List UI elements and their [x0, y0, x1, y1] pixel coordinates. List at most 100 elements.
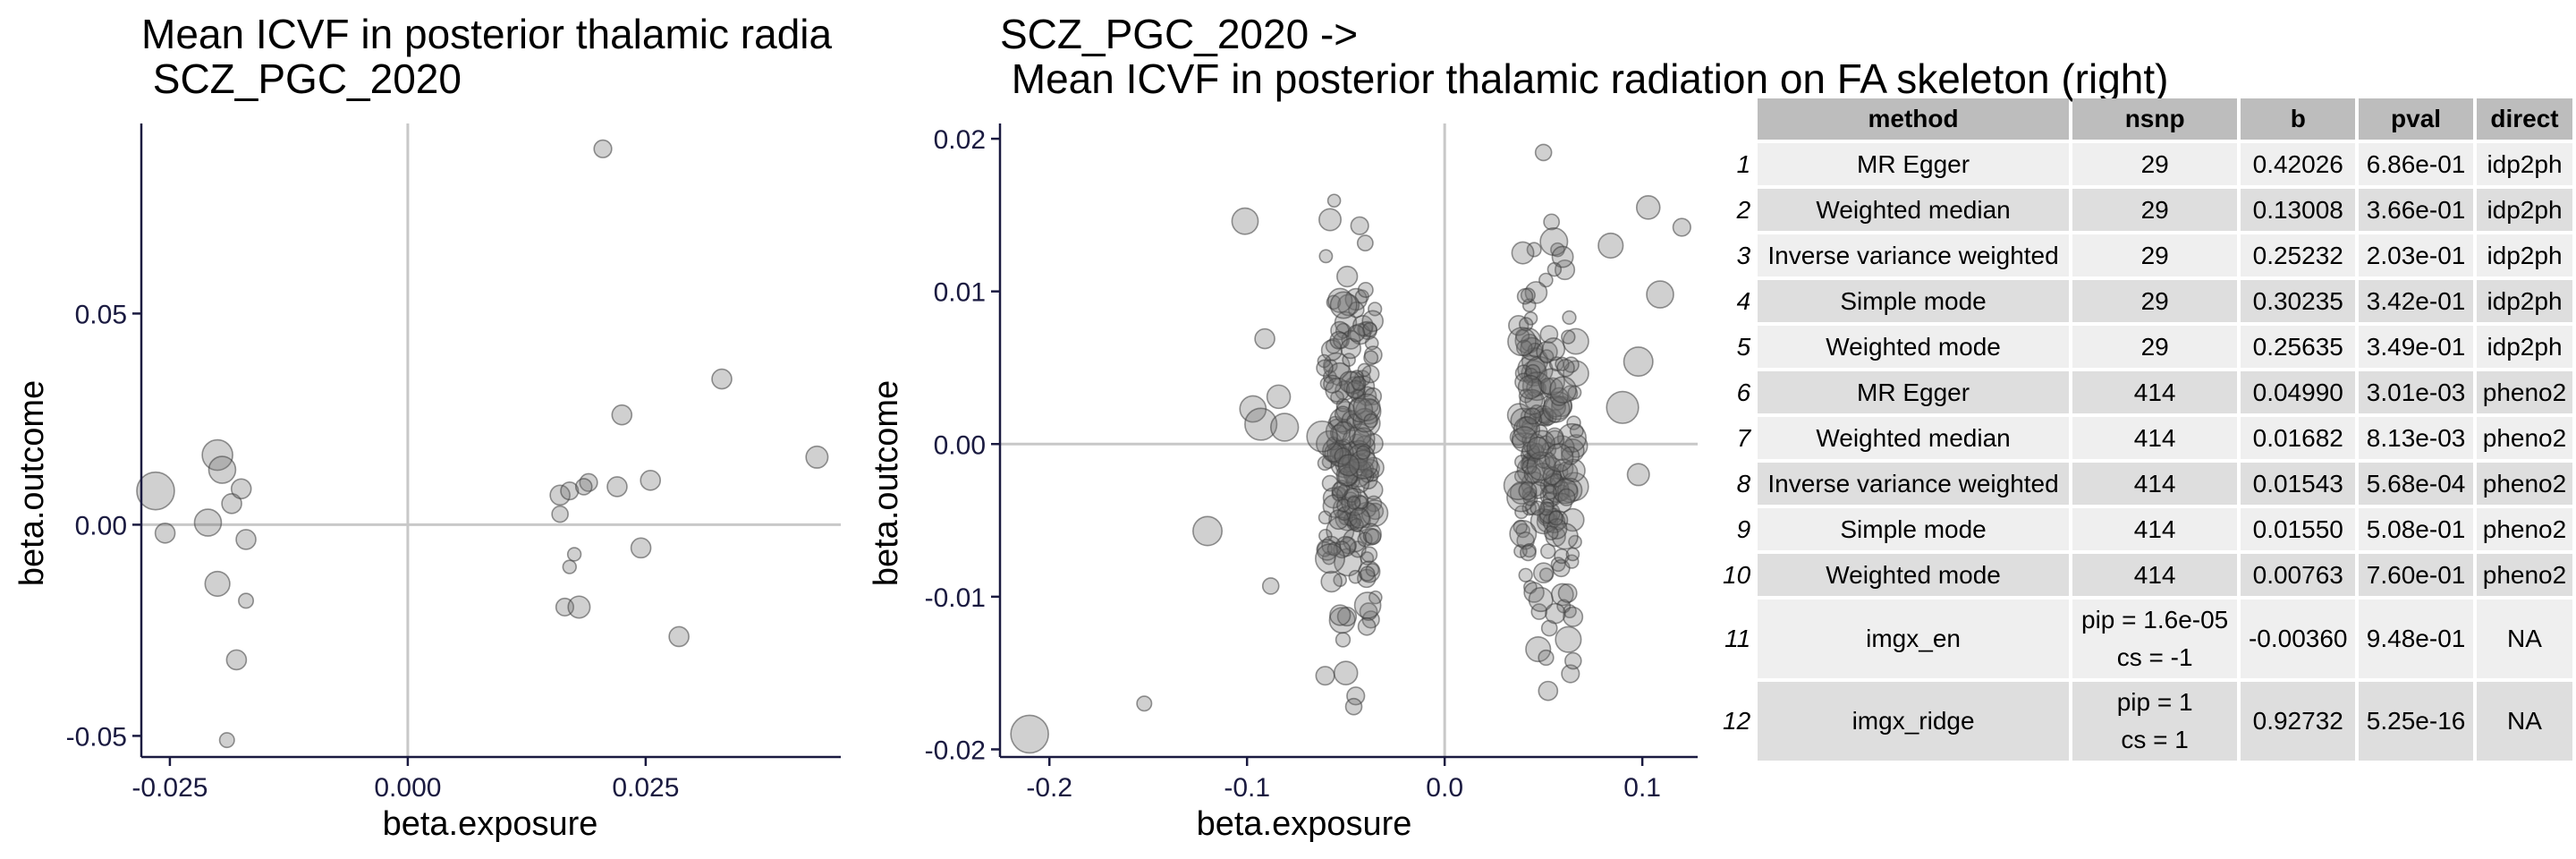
data-point — [1363, 350, 1379, 366]
data-point — [1542, 484, 1557, 500]
data-point — [562, 559, 577, 574]
data-point — [1563, 606, 1584, 627]
table-cell-method: Inverse variance weighted — [1758, 234, 2069, 276]
table-row-id: 4 — [1717, 280, 1755, 322]
data-point — [1538, 680, 1559, 702]
p1-x-tick-label: -0.025 — [131, 773, 208, 803]
p2-x-tick-label: -0.1 — [1224, 773, 1270, 803]
data-point — [1539, 226, 1569, 257]
data-point — [1329, 291, 1358, 319]
data-point — [1635, 195, 1661, 220]
data-point — [1532, 562, 1555, 584]
data-point — [1351, 376, 1367, 391]
data-point — [1266, 384, 1292, 410]
data-point — [1329, 604, 1352, 626]
table-cell-b: 0.01682 — [2241, 417, 2356, 459]
data-point — [1355, 445, 1371, 460]
table-cell-direct: NA — [2476, 600, 2572, 678]
table-cell-b: 0.42026 — [2241, 143, 2356, 185]
table-cell-b: 0.25635 — [2241, 326, 2356, 368]
data-point — [1336, 265, 1359, 288]
data-point — [1368, 590, 1383, 605]
data-point — [1562, 310, 1577, 326]
data-point — [1357, 617, 1377, 636]
p1-y-tick-label: -0.05 — [66, 722, 127, 752]
data-point — [1328, 509, 1350, 531]
data-point — [1329, 330, 1349, 350]
p1-x-tick-label: 0.000 — [374, 773, 441, 803]
table-cell-b: 0.25232 — [2241, 234, 2356, 276]
data-point — [1556, 358, 1575, 378]
table-cell-nsnp: 414 — [2072, 371, 2238, 413]
data-point — [1520, 544, 1537, 562]
data-point — [1261, 577, 1280, 595]
table-cell-nsnp: pip = 1.6e-05 cs = -1 — [2072, 600, 2238, 678]
data-point — [1318, 208, 1343, 232]
table-cell-nsnp: 29 — [2072, 234, 2238, 276]
plot1-reference-lines — [141, 123, 841, 757]
data-point — [1358, 560, 1381, 583]
p2-x-tick-label: -0.2 — [1026, 773, 1072, 803]
table-cell-b: 0.92732 — [2241, 682, 2356, 761]
data-point — [1544, 525, 1559, 540]
data-point — [1567, 385, 1582, 400]
table-cell-pval: 3.66e-01 — [2359, 189, 2473, 231]
data-point — [1010, 714, 1049, 754]
table-cell-direct: pheno2 — [2476, 508, 2572, 550]
table-cell-nsnp: 414 — [2072, 463, 2238, 505]
data-point — [1526, 436, 1550, 460]
table-cell-direct: idp2ph — [2476, 234, 2572, 276]
table-cell-nsnp-line: cs = 1 — [2121, 726, 2189, 753]
data-point — [1539, 543, 1556, 559]
table-cell-nsnp: 29 — [2072, 189, 2238, 231]
mr-results-table: method nsnp b pval direct 1 MR Egger 29 0.4… — [1714, 95, 2576, 764]
plot2-y-axis-title: beta.outcome — [868, 380, 905, 586]
data-point — [1530, 500, 1546, 516]
data-point — [1337, 293, 1360, 317]
data-point — [1326, 193, 1342, 208]
table-body: 1 MR Egger 29 0.42026 6.86e-01 idp2ph 2 Weighte… — [1717, 143, 2572, 761]
data-point — [1331, 481, 1349, 499]
table-cell-method: Weighted median — [1758, 417, 2069, 459]
table-row: 6 MR Egger 414 0.04990 3.01e-03 pheno2 — [1717, 371, 2572, 413]
table-cell-direct: idp2ph — [2476, 326, 2572, 368]
table-cell-b: 0.01543 — [2241, 463, 2356, 505]
data-point — [1606, 390, 1640, 424]
plot2-points — [1010, 143, 1691, 754]
table-row-id: 9 — [1717, 508, 1755, 550]
data-point — [1552, 478, 1579, 505]
table-cell-nsnp-line: pip = 1 — [2116, 688, 2193, 716]
scatter-plot-1: Mean ICVF in posterior thalamic radia SC… — [13, 11, 841, 843]
data-point — [1331, 421, 1356, 446]
table-cell-method: Simple mode — [1758, 280, 2069, 322]
data-point — [1557, 488, 1576, 506]
table-cell-direct: pheno2 — [2476, 417, 2572, 459]
table-cell-nsnp-line: 414 — [2133, 469, 2176, 498]
data-point — [1507, 327, 1537, 357]
table-cell-b: 0.13008 — [2241, 189, 2356, 231]
data-point — [1538, 649, 1555, 667]
data-point — [1546, 261, 1563, 277]
data-point — [1548, 510, 1564, 526]
data-point — [208, 455, 237, 484]
data-point — [1524, 281, 1548, 304]
data-point — [1363, 412, 1378, 429]
data-point — [1597, 232, 1624, 259]
data-point — [1317, 353, 1332, 369]
table-cell-pval: 7.60e-01 — [2359, 554, 2473, 596]
table-cell-direct: NA — [2476, 682, 2572, 761]
table-cell-direct: pheno2 — [2476, 554, 2572, 596]
table-header-direct: direct — [2476, 98, 2572, 140]
table-row: 4 Simple mode 29 0.30235 3.42e-01 idp2ph — [1717, 280, 2572, 322]
p2-y-tick-label: -0.01 — [925, 583, 986, 613]
data-point — [606, 476, 628, 498]
data-point — [1509, 520, 1538, 549]
data-point — [218, 732, 235, 749]
data-point — [1528, 586, 1554, 613]
table-cell-nsnp-line: 414 — [2133, 560, 2176, 589]
scatter-plot-2: SCZ_PGC_2020 -> Mean ICVF in posterior t… — [868, 11, 2169, 843]
table-cell-pval: 9.48e-01 — [2359, 600, 2473, 678]
data-point — [805, 445, 829, 469]
data-point — [1315, 666, 1335, 686]
table-row: 10 Weighted mode 414 0.00763 7.60e-01 pheno2 — [1717, 554, 2572, 596]
